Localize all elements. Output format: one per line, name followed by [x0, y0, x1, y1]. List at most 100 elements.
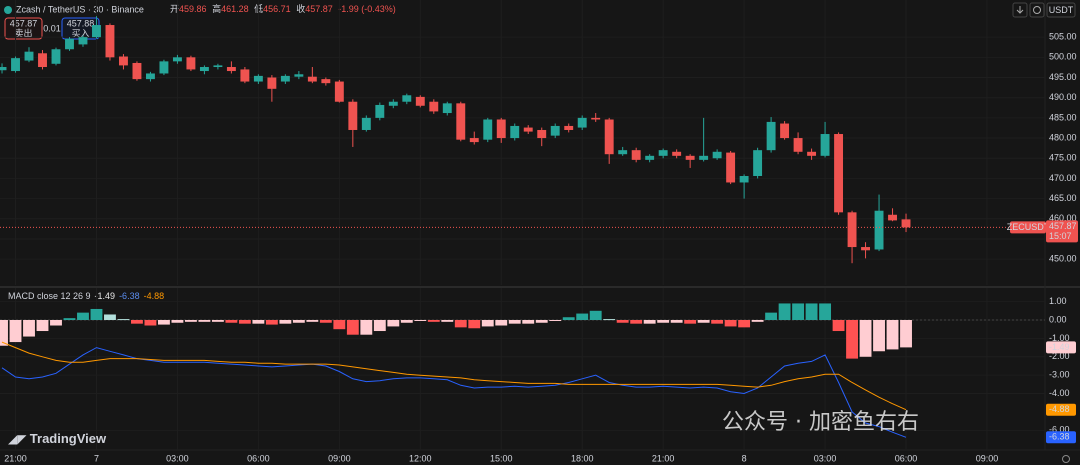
histogram-bar — [643, 319, 656, 324]
macd-value: -6.38 — [119, 291, 140, 301]
histogram-bar — [792, 303, 805, 320]
histogram-bar — [711, 319, 724, 324]
hist-value: -1.49 — [95, 291, 116, 301]
symbol-icon — [4, 6, 12, 14]
candle-body — [132, 62, 142, 80]
candle-body — [38, 53, 47, 68]
candle-body — [699, 155, 709, 160]
download-button[interactable] — [1012, 2, 1028, 18]
candle-body — [334, 81, 344, 102]
candle-body — [834, 134, 844, 213]
y-tick-label: -6.00 — [1049, 425, 1070, 435]
settings-icon[interactable] — [1062, 455, 1070, 463]
y-tick-label: 495.00 — [1049, 72, 1077, 82]
y-tick-label: -4.00 — [1049, 388, 1070, 398]
y-tick-label: 450.00 — [1049, 254, 1077, 264]
candle-body — [65, 38, 74, 50]
histogram-bar — [252, 319, 265, 324]
indicator-line — [1, 341, 907, 411]
histogram-bar — [576, 313, 589, 320]
candle-body — [375, 104, 385, 118]
ohlc-name: 高 — [212, 3, 221, 14]
histogram-bar — [562, 317, 575, 320]
high-value: 461.28 — [221, 4, 249, 14]
candle-body — [550, 125, 560, 136]
histogram-bar — [77, 312, 89, 320]
histogram-bar — [387, 319, 400, 327]
candle-body — [469, 138, 479, 143]
candle-body — [348, 101, 358, 130]
histogram-bar — [400, 319, 413, 323]
histogram-bar — [724, 319, 737, 327]
candle-body — [92, 25, 101, 38]
price-tag-countdown: 15:07 — [1049, 231, 1072, 241]
value-tag-text: -1.49 — [1049, 342, 1070, 352]
histogram-bar — [0, 319, 8, 346]
candle-body — [51, 49, 61, 64]
refresh-button[interactable] — [1029, 2, 1045, 18]
histogram-bar — [441, 319, 454, 322]
y-tick-label: 465.00 — [1049, 193, 1077, 203]
value-tag — [1046, 341, 1076, 354]
y-tick-label: 460.00 — [1049, 213, 1077, 223]
histogram-bar — [211, 319, 224, 322]
x-tick-label: 21:00 — [4, 453, 27, 463]
download-icon — [1016, 6, 1024, 14]
histogram-bar — [751, 319, 764, 322]
candle-body — [847, 212, 857, 248]
histogram-bar — [23, 319, 35, 337]
candle-body — [631, 150, 641, 160]
y-tick-label: 505.00 — [1049, 32, 1077, 42]
indicator-line — [1, 347, 907, 438]
sell-label[interactable]: 卖出 — [14, 27, 32, 38]
histogram-bar — [104, 314, 116, 320]
ohlc-name: 开 — [170, 4, 179, 14]
x-tick-label: 06:00 — [247, 453, 270, 463]
candle-body — [361, 117, 371, 130]
low-value: 456.71 — [263, 4, 291, 14]
candle-body — [429, 101, 439, 112]
y-tick-label: 1.00 — [1049, 296, 1067, 306]
value-tag — [1046, 431, 1076, 444]
ohlc: 开459.86 高461.28 低456.71 收457.87 -1.99 (-… — [170, 3, 396, 14]
brand: ◢◤ TradingView — [8, 431, 106, 446]
histogram-bar — [279, 319, 292, 324]
candle-body — [780, 123, 790, 139]
candle-body — [402, 95, 412, 102]
candle-body — [537, 129, 547, 139]
brand-name: TradingView — [29, 431, 107, 446]
change: -1.99 (-0.43%) — [338, 4, 396, 14]
candle-body — [672, 151, 682, 156]
indicator-header: MACD close 12 26 9 -1.49 -6.38 -4.88 — [8, 291, 164, 301]
x-tick-label: 7 — [94, 453, 99, 463]
candle-body — [645, 155, 655, 160]
sell-button[interactable] — [4, 17, 43, 40]
histogram-bar — [738, 319, 751, 328]
sell-price[interactable]: 457.87 — [10, 18, 38, 28]
histogram-bar — [670, 319, 683, 323]
value-tag-text: -4.88 — [1049, 404, 1070, 414]
marks — [0, 16, 1045, 438]
y-tick-label: 0.00 — [1049, 314, 1067, 324]
currency-button[interactable] — [1046, 2, 1076, 18]
y-tick-label: 480.00 — [1049, 132, 1077, 142]
y-tick-label: -1.00 — [1049, 333, 1070, 343]
buy-price[interactable]: 457.88 — [67, 18, 95, 28]
currency[interactable]: USDT — [1049, 5, 1074, 15]
histogram-bar — [36, 319, 49, 332]
candle-body — [321, 79, 331, 84]
histogram-bar — [144, 319, 157, 326]
y-tick-label: 490.00 — [1049, 92, 1077, 102]
candle-body — [510, 125, 520, 139]
candle-body — [726, 152, 736, 183]
candle-body — [0, 67, 7, 71]
signal-value: -4.88 — [144, 291, 165, 301]
histogram-bar — [117, 319, 130, 321]
buy-label[interactable]: 买入 — [71, 28, 89, 38]
ohlc-name: 收 — [296, 3, 305, 14]
x-tick-label: 03:00 — [814, 453, 837, 463]
candle-body — [888, 214, 897, 221]
y-tick-label: 500.00 — [1049, 52, 1077, 62]
candle-body — [658, 150, 668, 156]
